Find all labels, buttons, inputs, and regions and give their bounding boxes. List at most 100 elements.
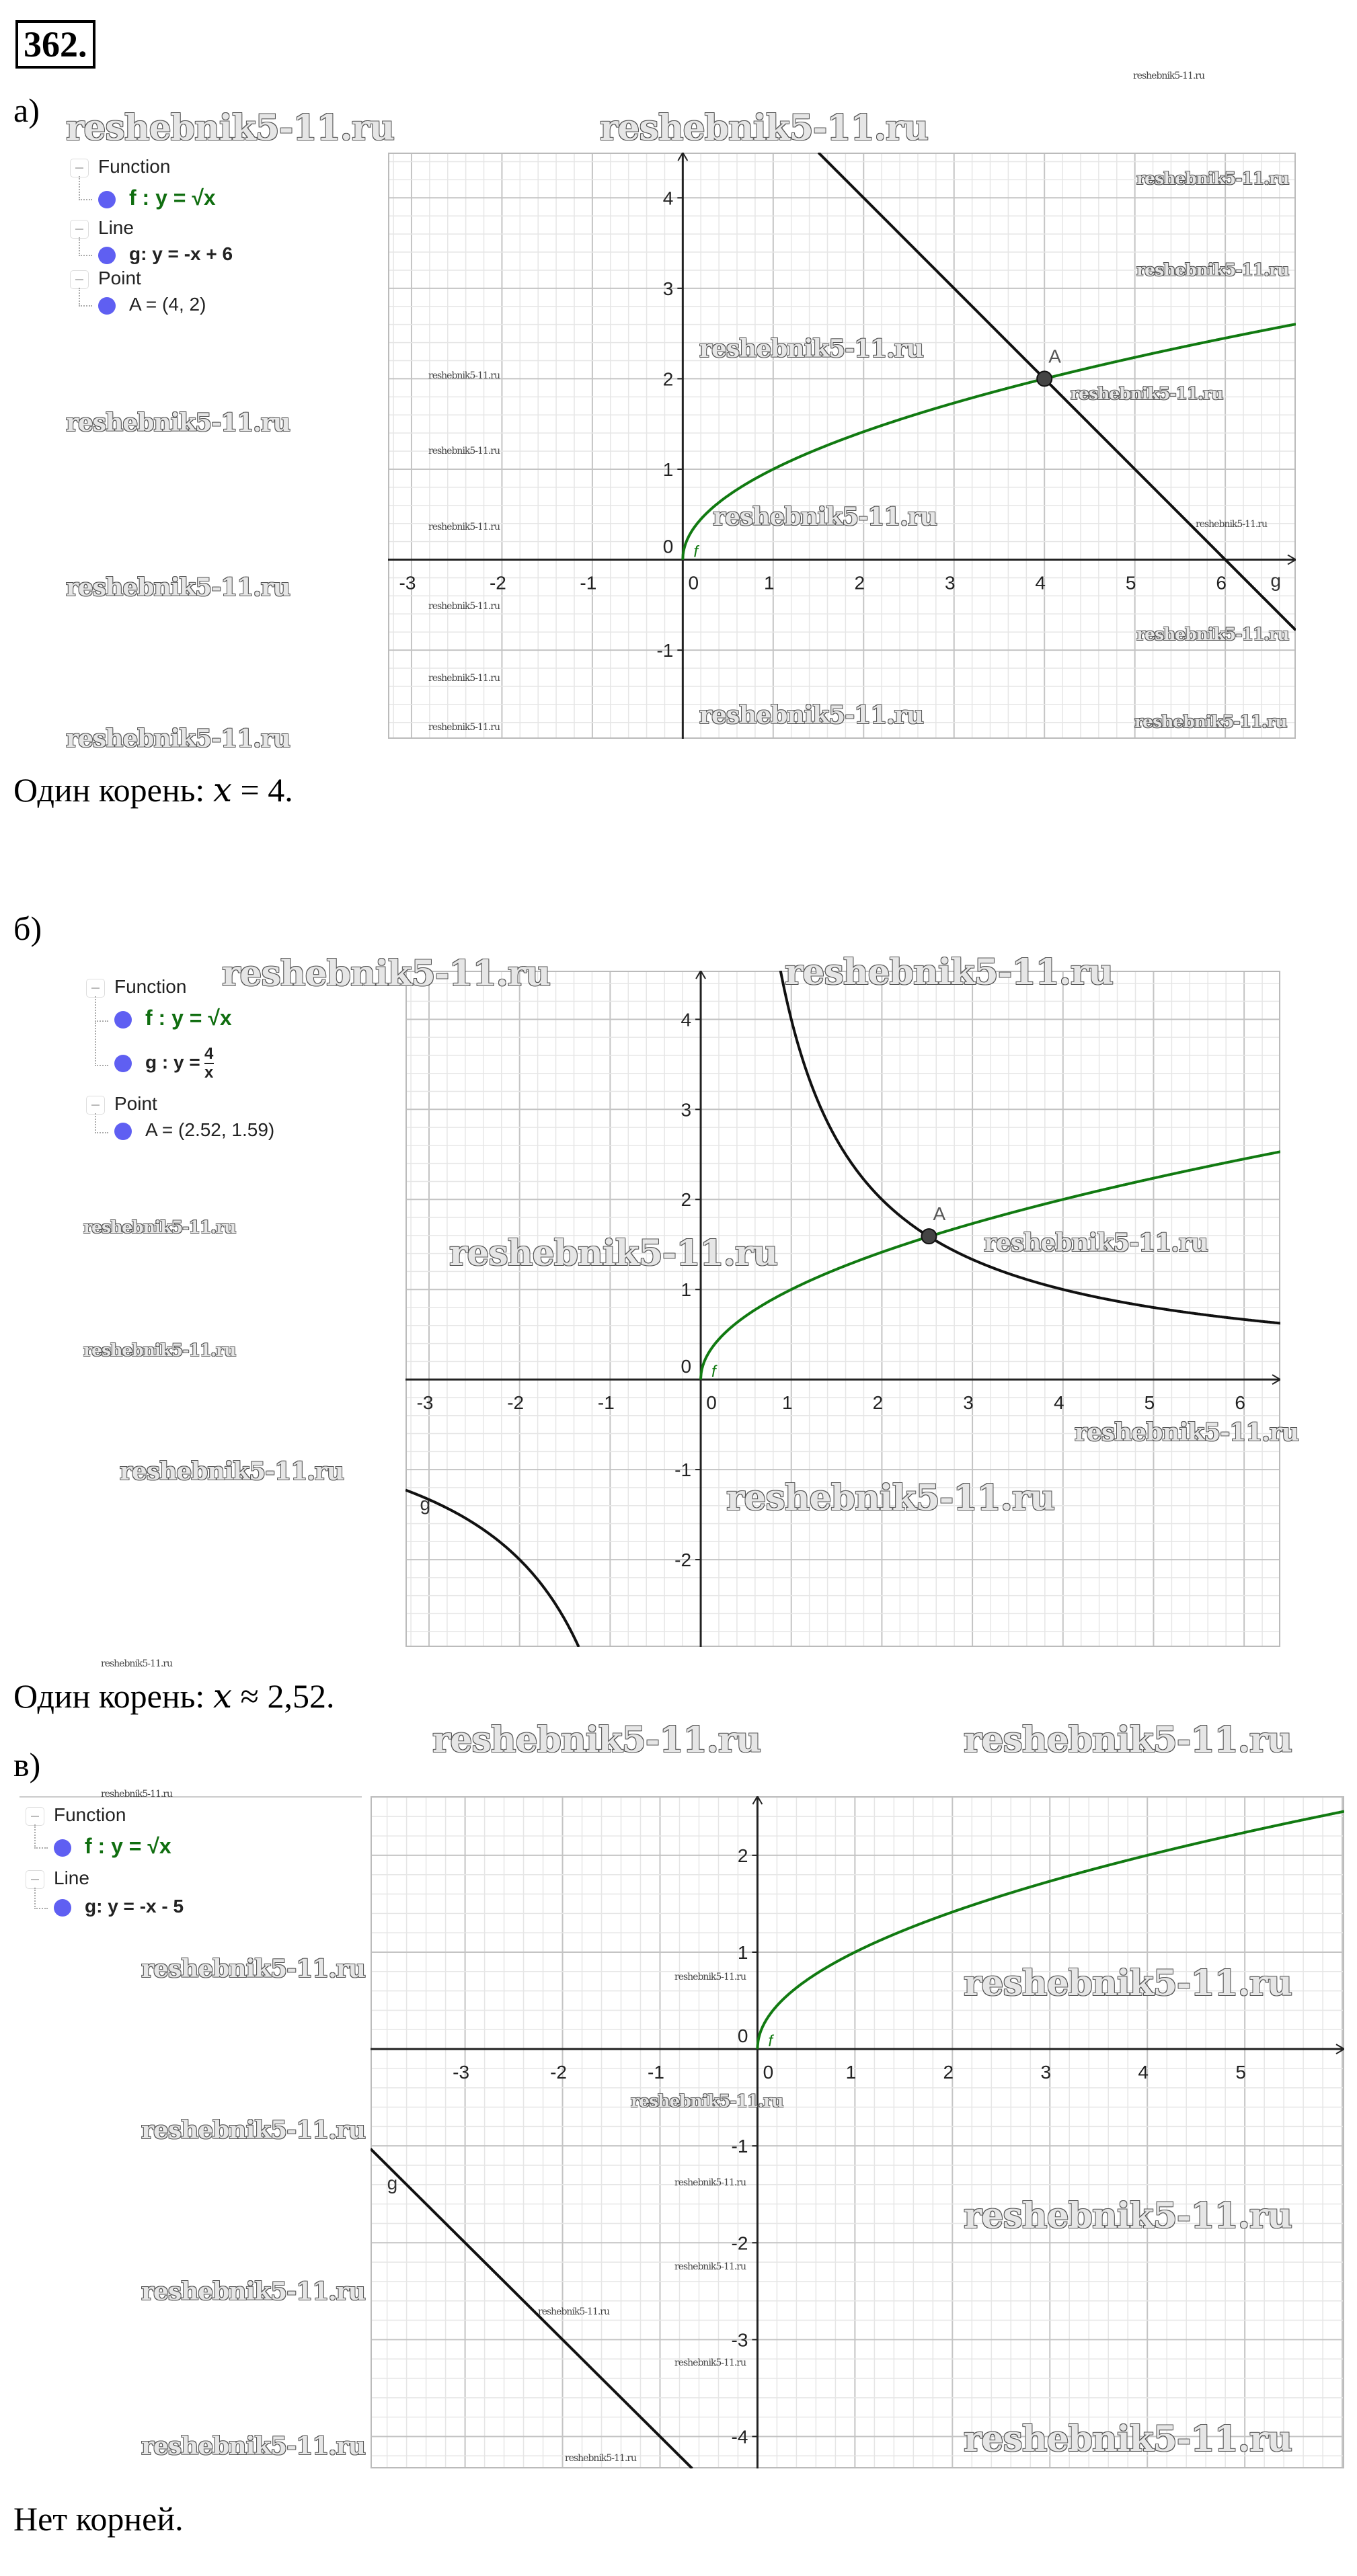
part-label-b: б) <box>13 910 42 947</box>
legend-item-f[interactable]: f : y = √x <box>114 1006 232 1031</box>
y-tick-label: -1 <box>732 2136 748 2157</box>
y-tick-label: -1 <box>656 640 673 661</box>
legend-group-point[interactable]: Point <box>70 268 141 289</box>
watermark: reshebnik5-11.ru <box>101 1789 173 1800</box>
watermark: reshebnik5-11.ru <box>428 601 500 612</box>
legend-item-point-a[interactable]: A = (4, 2) <box>98 294 206 315</box>
visibility-dot-icon[interactable] <box>54 1898 71 1917</box>
visibility-dot-icon[interactable] <box>114 1122 132 1140</box>
visibility-dot-icon[interactable] <box>114 1010 132 1029</box>
tree-connector <box>34 1824 48 1849</box>
y-tick-label: -3 <box>732 2329 748 2350</box>
visibility-dot-icon[interactable] <box>98 246 116 264</box>
x-tick-label: -1 <box>648 2062 664 2083</box>
collapse-icon[interactable] <box>26 1806 44 1826</box>
answer-text: Нет корней. <box>13 2500 184 2538</box>
x-tick-label: 5 <box>1145 1392 1155 1413</box>
collapse-icon[interactable] <box>70 270 89 289</box>
visibility-dot-icon[interactable] <box>98 296 116 315</box>
collapse-icon[interactable] <box>26 1869 44 1889</box>
watermark: reshebnik5-11.ru <box>713 503 937 531</box>
legend-group-function[interactable]: Function <box>26 1804 126 1826</box>
legend-group-line[interactable]: Line <box>26 1867 89 1889</box>
legend-item-f[interactable]: f : y = √x <box>54 1834 171 1859</box>
visibility-dot-icon[interactable] <box>98 190 116 208</box>
series-f-curve <box>681 323 1296 560</box>
watermark: reshebnik5-11.ru <box>674 2358 746 2368</box>
answer-b: Один корень: x ≈ 2,52. <box>13 1677 334 1716</box>
x-tick-label: -1 <box>598 1392 615 1413</box>
series-g-curve <box>371 2148 693 2468</box>
watermark: reshebnik5-11.ru <box>538 2306 610 2317</box>
visibility-dot-icon[interactable] <box>54 1839 71 1857</box>
y-tick-label: 4 <box>681 1009 691 1030</box>
legend-item-g[interactable]: g : y = 4 x <box>114 1045 214 1082</box>
legend-item-f[interactable]: f : y = √x <box>98 186 216 210</box>
watermark: reshebnik5-11.ru <box>83 1217 236 1237</box>
legend-group-function[interactable]: Function <box>86 976 186 998</box>
watermark: reshebnik5-11.ru <box>964 1963 1292 2004</box>
answer-value: = 4. <box>232 771 293 809</box>
legend-group-title: Function <box>98 156 171 177</box>
x-tick-label: 6 <box>1216 573 1227 594</box>
collapse-icon[interactable] <box>70 158 89 177</box>
x-tick-label: 5 <box>1126 573 1136 594</box>
legend-item-label: f : y = √x <box>129 186 216 210</box>
y-tick-label: -2 <box>674 1549 691 1570</box>
x-tick-label: 3 <box>1040 2062 1051 2083</box>
legend-group-title: Function <box>114 976 187 997</box>
collapse-icon[interactable] <box>86 978 105 998</box>
x-axis-arrow-icon <box>1335 2044 1344 2054</box>
watermark: reshebnik5-11.ru <box>432 1720 761 1761</box>
answer-value: ≈ 2,52. <box>232 1677 335 1715</box>
plot-frame <box>405 971 1280 1647</box>
answer-variable: x <box>212 1677 233 1716</box>
watermark: reshebnik5-11.ru <box>141 1955 366 1983</box>
watermark: reshebnik5-11.ru <box>699 335 924 363</box>
graph-b[interactable]: -3 -2 -1 0 1 2 3 4 5 6 -2 -1 1 2 3 4 0 f g A <box>405 971 1280 1647</box>
x-tick-label: 1 <box>846 2062 857 2083</box>
y-tick-label: 0 <box>681 1356 691 1377</box>
graph-c[interactable]: -3 -2 -1 0 1 2 3 4 5 -4 -3 -2 -1 1 2 0 f g <box>371 1796 1344 2468</box>
collapse-icon[interactable] <box>70 219 89 239</box>
x-tick-label: 4 <box>1138 2062 1149 2083</box>
watermark: reshebnik5-11.ru <box>428 446 500 456</box>
collapse-icon[interactable] <box>86 1095 105 1115</box>
legend-group-title: Point <box>98 268 141 288</box>
legend-item-g[interactable]: g: y = -x - 5 <box>54 1896 184 1917</box>
part-label-c: в) <box>13 1746 41 1783</box>
part-label-a: а) <box>13 91 40 129</box>
x-tick-label: -2 <box>550 2062 567 2083</box>
tree-connector <box>95 1020 108 1066</box>
y-tick-label: 2 <box>663 368 674 389</box>
y-tick-label: -2 <box>732 2232 748 2253</box>
watermark: reshebnik5-11.ru <box>66 409 290 437</box>
watermark: reshebnik5-11.ru <box>631 2091 783 2111</box>
watermark: reshebnik5-11.ru <box>428 370 500 381</box>
visibility-dot-icon[interactable] <box>114 1055 132 1072</box>
watermark: reshebnik5-11.ru <box>141 2432 366 2460</box>
watermark: reshebnik5-11.ru <box>785 952 1114 993</box>
legend-group-line[interactable]: Line <box>70 217 134 239</box>
watermark: reshebnik5-11.ru <box>699 701 924 729</box>
watermark: reshebnik5-11.ru <box>984 1229 1208 1257</box>
watermark: reshebnik5-11.ru <box>964 2196 1292 2237</box>
y-tick-label: 0 <box>738 2025 748 2046</box>
tree-connector <box>95 996 108 1022</box>
legend-group-function[interactable]: Function <box>70 156 170 177</box>
watermark: reshebnik5-11.ru <box>600 108 929 149</box>
denominator: x <box>204 1063 214 1082</box>
legend-item-g[interactable]: g: y = -x + 6 <box>98 243 233 265</box>
series-label: g <box>1270 570 1281 591</box>
y-tick-label: 1 <box>738 1942 748 1963</box>
numerator: 4 <box>204 1045 214 1063</box>
y-tick-label: 1 <box>663 459 674 480</box>
intersection-point <box>1036 370 1053 387</box>
legend-item-point-a[interactable]: A = (2.52, 1.59) <box>114 1119 274 1141</box>
x-tick-label: -3 <box>399 573 416 594</box>
legend-group-point[interactable]: Point <box>86 1093 157 1115</box>
graph-a[interactable]: -3 -2 -1 0 1 2 3 4 5 6 -1 1 2 3 4 0 f g A <box>388 153 1296 739</box>
y-tick-label: 3 <box>681 1099 691 1120</box>
watermark: reshebnik5-11.ru <box>101 1658 173 1669</box>
x-tick-label: -3 <box>417 1392 434 1413</box>
